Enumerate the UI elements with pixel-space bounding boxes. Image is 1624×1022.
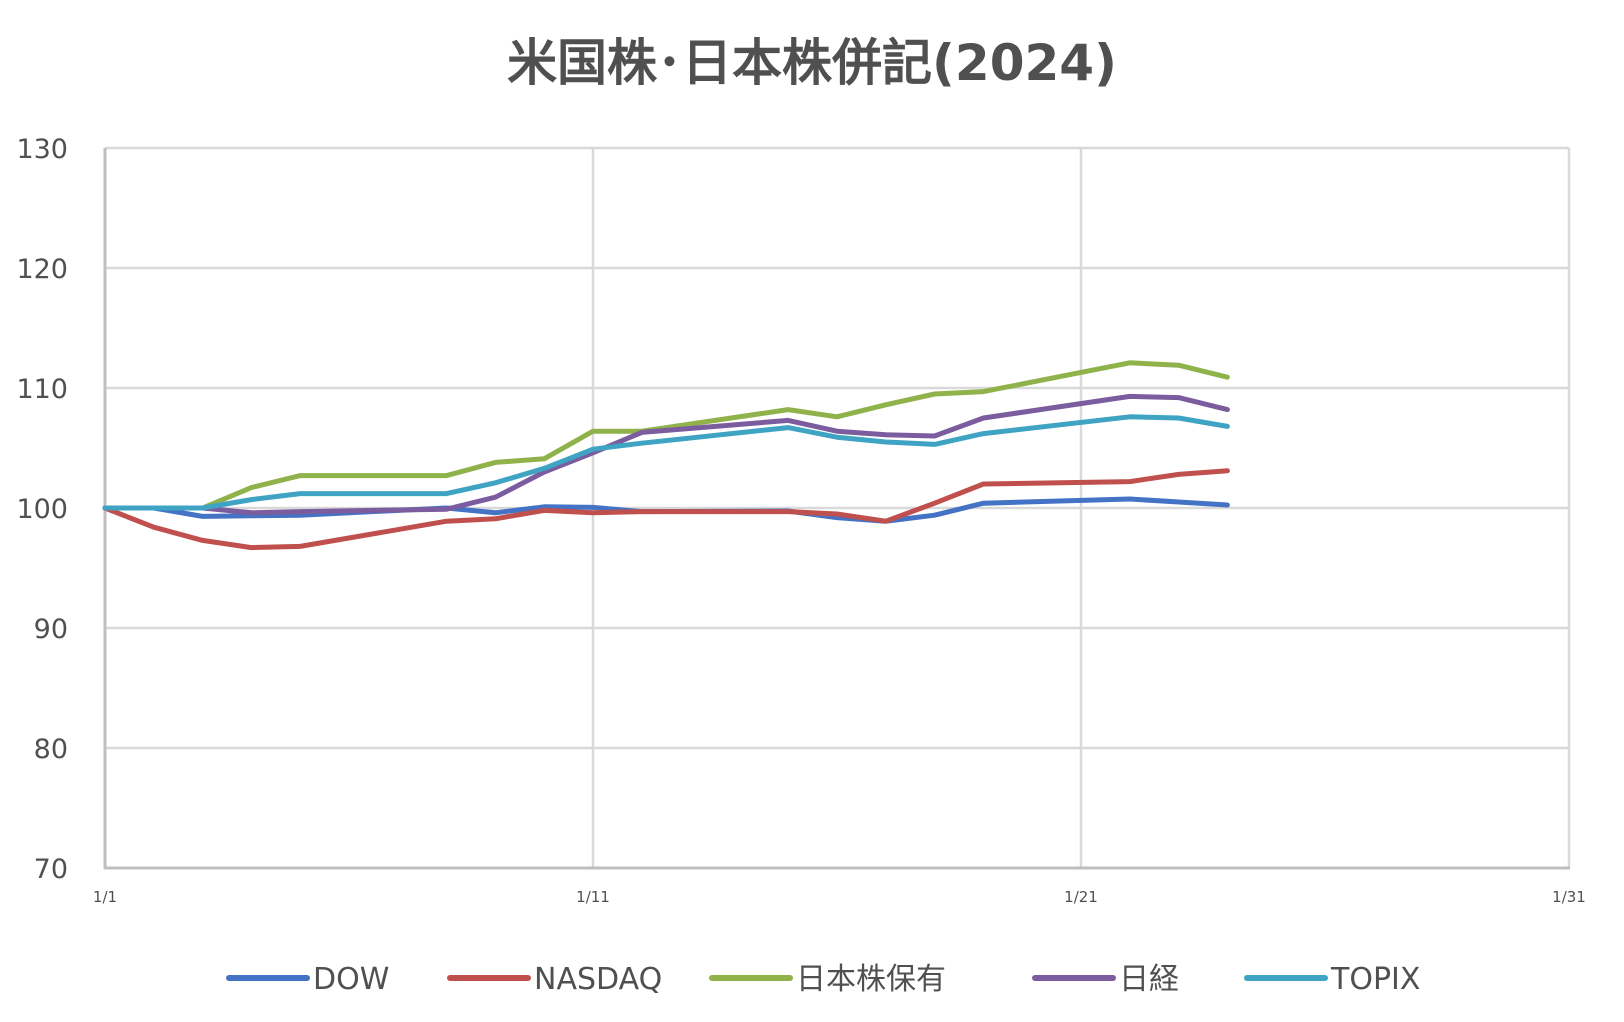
x-tick-label: 1/31	[1552, 888, 1586, 906]
series-line-4	[102, 414, 1230, 511]
series-line-0	[102, 496, 1230, 524]
y-tick-label: 130	[16, 134, 68, 165]
series-line-3	[102, 393, 1230, 516]
legend-item: 日経	[1032, 962, 1179, 997]
y-tick-label: 70	[34, 854, 68, 885]
gridlines	[105, 146, 1571, 868]
axes: 70 80 90 100 110 120 130 1/1 1/11 1/21 1/31	[16, 134, 1585, 906]
series-lines	[102, 360, 1230, 551]
legend-label: DOW	[313, 962, 389, 997]
x-tick-label: 1/21	[1064, 888, 1098, 906]
y-tick-label: 90	[34, 614, 68, 645]
legend-label: NASDAQ	[534, 962, 662, 997]
y-tick-label: 120	[16, 254, 68, 285]
legend-label: 日経	[1119, 962, 1179, 997]
legend-label: TOPIX	[1330, 962, 1420, 997]
legend-label: 日本株保有	[796, 962, 946, 997]
legend-item: 日本株保有	[709, 962, 946, 997]
chart-title: 米国株･日本株併記(2024)	[507, 34, 1117, 92]
legend-item: DOW	[226, 962, 389, 997]
x-tick-label: 1/1	[93, 888, 117, 906]
y-tick-label: 100	[16, 494, 68, 525]
series-line-2	[102, 360, 1230, 511]
y-tick-label: 110	[16, 374, 68, 405]
series-line-1	[102, 468, 1230, 551]
y-tick-label: 80	[34, 734, 68, 765]
legend-item: NASDAQ	[447, 962, 662, 997]
legend-item: TOPIX	[1244, 962, 1420, 997]
legend: DOW NASDAQ 日本株保有 日経 TOPIX	[226, 962, 1420, 997]
x-tick-label: 1/11	[576, 888, 610, 906]
